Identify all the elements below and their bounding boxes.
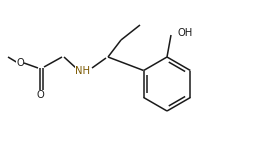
Text: O: O	[36, 90, 44, 100]
Text: NH: NH	[75, 66, 90, 76]
Text: O: O	[16, 58, 24, 68]
Text: OH: OH	[177, 28, 193, 38]
